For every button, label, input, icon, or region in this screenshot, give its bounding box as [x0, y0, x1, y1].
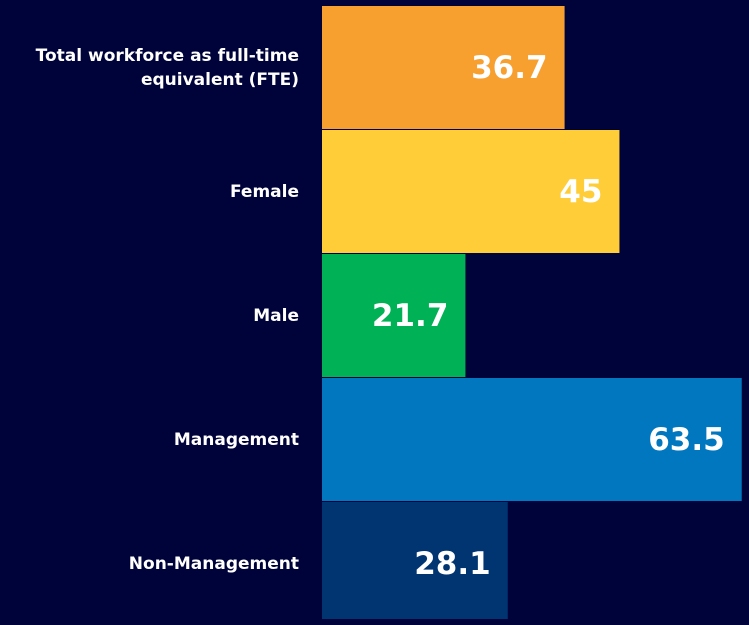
bar [322, 254, 466, 377]
value-label: 36.7 [471, 50, 548, 86]
value-label: 21.7 [372, 298, 449, 334]
value-label: 63.5 [648, 422, 725, 458]
bar [322, 378, 742, 501]
value-label: 28.1 [414, 546, 491, 582]
bar [322, 130, 620, 253]
category-label: Non-Management [128, 553, 299, 574]
bar [322, 6, 565, 129]
category-label: Total workforce as full-time equivalent … [35, 45, 299, 90]
category-label: Male [253, 305, 299, 326]
category-label: Management [173, 429, 299, 450]
category-label: Female [230, 181, 299, 202]
value-label: 45 [559, 174, 602, 210]
bar [322, 502, 508, 619]
